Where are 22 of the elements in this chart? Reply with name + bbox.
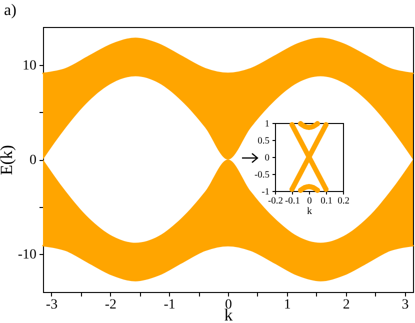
x-tick-label: 0.2: [338, 196, 350, 206]
x-tick-label: -2: [104, 298, 116, 312]
y-tick-label: -1: [262, 188, 270, 198]
x-axis-title: k: [307, 206, 312, 217]
y-tick-label: -0.5: [254, 170, 270, 180]
y-tick-label: 0: [264, 154, 270, 164]
y-tick-label: -10: [18, 248, 36, 263]
x-tick-label: -1: [164, 298, 176, 312]
x-tick-label: 0.1: [320, 196, 333, 206]
x-tick-label: -0.2: [268, 196, 284, 206]
x-tick-label: 3: [402, 298, 409, 312]
text: a): [4, 2, 16, 20]
y-tick-label: 0.5: [258, 136, 270, 146]
x-tick-label: 1: [284, 298, 291, 312]
x-tick-label: -0.1: [284, 196, 300, 206]
y-tick-label: 0: [30, 153, 36, 168]
x-tick-label: 0: [307, 196, 312, 206]
x-tick-label: -3: [46, 298, 58, 312]
x-tick-label: 2: [342, 298, 350, 312]
y-tick-label: 1: [264, 120, 270, 130]
y-axis-title: E(k): [0, 144, 16, 176]
y-tick-label: 10: [22, 58, 36, 74]
